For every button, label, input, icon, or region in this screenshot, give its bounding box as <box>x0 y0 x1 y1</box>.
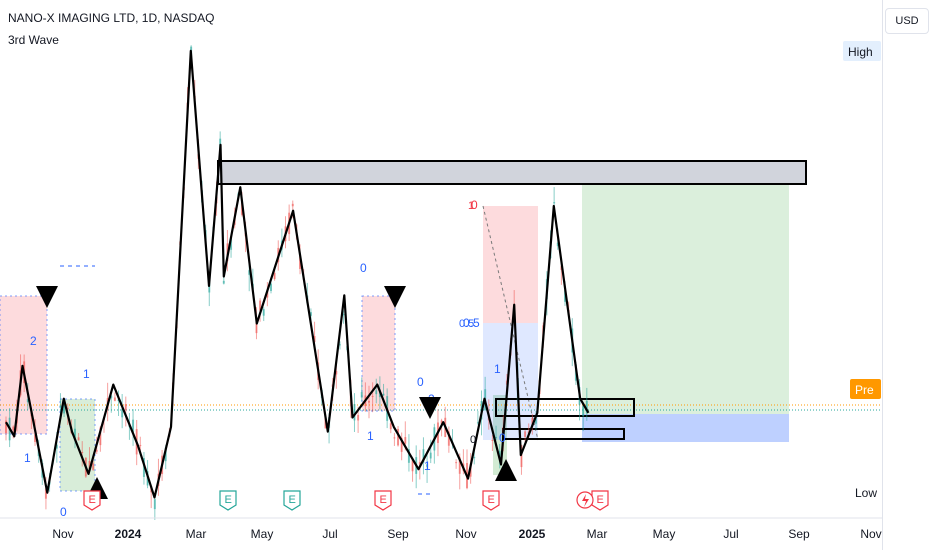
candle-body <box>114 398 116 401</box>
candle-body <box>524 431 526 436</box>
split-icon <box>577 492 593 508</box>
candle-body <box>393 437 395 438</box>
candle-body <box>491 440 493 441</box>
currency-button[interactable]: USD <box>885 8 929 34</box>
fib-zone-upper <box>483 206 538 323</box>
candle-body <box>263 309 265 316</box>
candle-body <box>292 204 294 206</box>
candle-body <box>383 394 385 396</box>
candle-body <box>154 499 156 509</box>
fib-label-1: 1 <box>468 200 474 212</box>
candle-body <box>92 463 94 469</box>
earnings-label: E <box>597 494 604 506</box>
candle-body <box>375 390 377 394</box>
price-label-name: High <box>848 45 873 59</box>
earnings-label: E <box>89 494 96 506</box>
candle-body <box>430 453 432 459</box>
x-tick-label: 2025 <box>519 527 546 541</box>
candle-body <box>372 396 374 397</box>
earnings-label: E <box>380 494 387 506</box>
x-tick-label: Nov <box>455 527 476 541</box>
candle-body <box>139 445 141 446</box>
candle-body <box>553 202 555 203</box>
x-tick-label: May <box>251 527 274 541</box>
candle-body <box>12 427 14 430</box>
x-tick-label: Sep <box>788 527 810 541</box>
candle-body <box>361 392 363 398</box>
candle-body <box>473 457 475 458</box>
x-tick-label: Mar <box>587 527 608 541</box>
wave-label: 1 <box>367 429 374 443</box>
wave-label: 0 <box>360 261 367 275</box>
x-tick-label: Sep <box>387 527 409 541</box>
candle-body <box>368 401 370 403</box>
candle-body <box>81 452 83 453</box>
x-tick-label: 2024 <box>115 527 142 541</box>
earnings-label: E <box>225 494 232 506</box>
chart-title: NANO-X IMAGING LTD, 1D, NASDAQ <box>8 11 214 25</box>
earnings-marker-icon[interactable]: E <box>483 491 499 510</box>
candle-body <box>455 462 457 463</box>
candle-body <box>78 437 80 440</box>
wave-label: 1 <box>83 367 90 381</box>
price-label-name: Low <box>855 486 877 500</box>
fib-label-0: 0 <box>470 434 476 446</box>
x-tick-label: Jul <box>723 527 738 541</box>
x-tick-label: May <box>653 527 676 541</box>
long-position-target <box>582 184 789 414</box>
earnings-label: E <box>289 494 296 506</box>
candle-body <box>59 405 61 407</box>
chart-subtitle: 3rd Wave <box>8 33 59 47</box>
price-label-name: Pre <box>855 383 874 397</box>
candle-body <box>357 415 359 421</box>
wave-label: 0 <box>417 375 424 389</box>
wave-label: 1 <box>424 459 431 473</box>
wave-label: 0 <box>499 431 506 445</box>
candle-body <box>390 423 392 429</box>
wave2-zone-mid <box>362 296 395 411</box>
price-axis[interactable] <box>882 0 932 550</box>
wave-label: 1 <box>24 451 31 465</box>
candle-body <box>223 281 225 284</box>
wave-label: 1 <box>494 362 501 376</box>
x-tick-label: Nov <box>52 527 73 541</box>
earnings-marker-icon[interactable]: E <box>84 491 100 510</box>
x-tick-label: Nov <box>860 527 881 541</box>
earnings-marker-icon[interactable]: E <box>220 491 236 510</box>
earnings-marker-icon[interactable]: E <box>592 491 608 510</box>
x-tick-label: Mar <box>186 527 207 541</box>
candle-body <box>125 404 127 410</box>
candle-body <box>582 406 584 416</box>
wave-label: 0 <box>60 505 67 519</box>
wave-label: 2 <box>30 334 37 348</box>
x-tick-label: Jul <box>322 527 337 541</box>
earnings-label: E <box>488 494 495 506</box>
fib-label-0.5: 0.5 <box>459 318 474 330</box>
candle-body <box>404 437 406 444</box>
earnings-marker-icon[interactable]: E <box>375 491 391 510</box>
resistance-box <box>218 161 806 184</box>
earnings-marker-icon[interactable]: E <box>284 491 300 510</box>
